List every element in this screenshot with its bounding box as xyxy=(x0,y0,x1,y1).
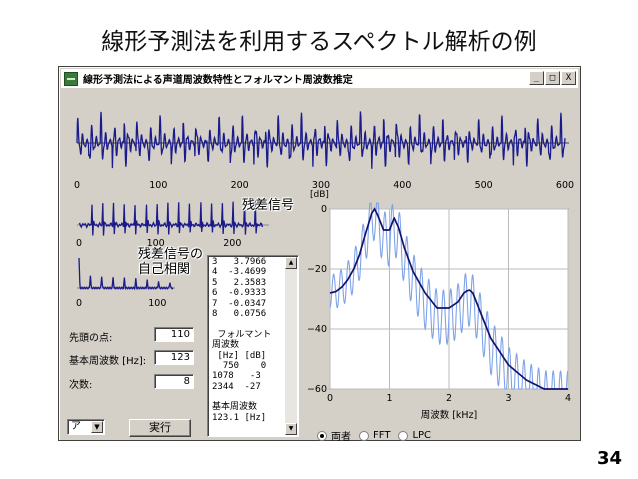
window-controls: _ □ X xyxy=(529,71,576,85)
x-tick-label: 1 xyxy=(386,393,392,404)
scroll-up-icon[interactable]: ▲ xyxy=(285,257,297,269)
list-line xyxy=(212,392,286,402)
lpc-series xyxy=(329,207,568,390)
autocorr-tick-label: 100 xyxy=(148,298,166,309)
spectrum-ticks: 0 1 2 3 4 0 −20 −40 −60 xyxy=(307,204,571,404)
radio-button-icon[interactable] xyxy=(359,430,369,441)
list-line: 6 -0.9333 xyxy=(212,288,267,299)
x-tick-label: 2 xyxy=(446,393,452,404)
list-line: 5 2.3583 xyxy=(212,277,267,288)
order-field[interactable]: 8 xyxy=(154,374,194,389)
radio-label: FFT xyxy=(373,430,391,441)
y-tick-label: 0 xyxy=(321,204,327,215)
app-window: 線形予測法による声道周波数特性とフォルマント周波数推定 _ □ X 0 100 20… xyxy=(58,66,581,443)
start-point-field[interactable]: 110 xyxy=(154,327,194,342)
list-line: フォルマント xyxy=(212,329,272,340)
y-tick-label: −60 xyxy=(307,384,327,395)
waveform-tick-label: 0 xyxy=(74,180,80,191)
list-line: 750 0 xyxy=(212,360,267,371)
y-tick-label: −20 xyxy=(307,264,327,275)
residual-graph: 0 100 200 xyxy=(76,200,269,249)
spectrum-xlabel: 周波数 [kHz] xyxy=(421,409,478,421)
app-icon[interactable] xyxy=(64,71,78,86)
callout-autocorr-line: 自己相関 xyxy=(138,262,191,277)
waveform-tick-label: 400 xyxy=(393,180,411,191)
spectrum-chart: [dB] 0 1 2 3 4 0 −20 −40 −60 周波数 [kHz] xyxy=(307,190,571,421)
residual-tick-label: 0 xyxy=(76,238,82,249)
close-button[interactable]: X xyxy=(561,71,576,85)
start-point-label: 先頭の点: xyxy=(69,333,113,344)
list-line: 4 -3.4699 xyxy=(212,267,267,278)
list-line: 8 0.0756 xyxy=(212,308,267,319)
window-title: 線形予測法による声道周波数特性とフォルマント周波数推定 xyxy=(83,75,353,86)
waveform-tick-label: 200 xyxy=(231,180,249,191)
callout-autocorr-line: 残差信号の xyxy=(138,247,204,262)
f0-label: 基本周波数 [Hz]: xyxy=(69,356,147,367)
vertical-scrollbar[interactable]: ▲ ▼ xyxy=(285,257,297,435)
radio-option[interactable]: LPC xyxy=(398,428,431,443)
autocorr-line xyxy=(78,257,174,291)
waveform-tick-label: 100 xyxy=(149,180,167,191)
autocorr-ticks: 0 100 xyxy=(76,298,166,309)
waveform-ticks: 0 100 200 300 400 500 600 xyxy=(74,180,574,191)
autocorr-tick-label: 0 xyxy=(76,298,82,309)
scroll-down-icon[interactable]: ▼ xyxy=(285,423,297,435)
radio-button-icon[interactable] xyxy=(317,430,327,441)
dropdown-arrow-icon[interactable]: ▼ xyxy=(91,421,103,433)
waveform-tick-label: 500 xyxy=(475,180,493,191)
list-line: 基本周波数 xyxy=(212,402,258,413)
run-button[interactable]: 実行 xyxy=(129,419,191,437)
spectrum-grid-lines xyxy=(329,208,569,390)
f0-field[interactable]: 123 xyxy=(154,350,194,365)
callout-residual: 残差信号 xyxy=(242,198,295,213)
spectrum-ylabel: [dB] xyxy=(310,190,329,200)
radio-label: 両者 xyxy=(331,432,351,443)
y-tick-label: −40 xyxy=(307,324,327,335)
list-line: 123.1 [Hz] xyxy=(212,412,267,423)
waveform-tick-label: 600 xyxy=(556,180,574,191)
title-bar[interactable]: 線形予測法による声道周波数特性とフォルマント周波数推定 _ □ X xyxy=(61,69,578,88)
residual-tick-label: 200 xyxy=(223,238,241,249)
result-list-text: 3 3.7966 4 -3.4699 5 2.3583 6 -0.9333 7 -0.0… xyxy=(212,257,286,423)
list-line xyxy=(212,319,286,329)
fft-spectrum-line xyxy=(329,202,569,390)
display-mode-radios: 両者 FFT LPC xyxy=(317,428,431,443)
slide-title: 線形予測法を利用するスペクトル解析の例 xyxy=(101,29,537,55)
order-label: 次数: xyxy=(69,380,93,391)
radio-option[interactable]: 両者 xyxy=(317,428,351,443)
waveform-tick-label: 300 xyxy=(312,180,330,191)
callout-autocorr: 残差信号の 自己相関 xyxy=(138,247,203,277)
autocorr-graph: 0 100 xyxy=(76,257,175,309)
fft-series xyxy=(329,202,569,390)
list-line: 2344 -27 xyxy=(212,381,261,392)
list-line: 1078 -3 xyxy=(212,371,261,382)
waveform-line xyxy=(76,111,566,169)
list-line: 7 -0.0347 xyxy=(212,298,267,309)
x-tick-label: 3 xyxy=(505,393,511,404)
mode-select[interactable]: ア ▼ xyxy=(67,419,105,435)
radio-label: LPC xyxy=(412,430,432,441)
x-tick-label: 4 xyxy=(565,393,571,404)
list-line: 周波数 xyxy=(212,340,240,351)
minimize-button[interactable]: _ xyxy=(529,71,544,85)
mode-select-value: ア xyxy=(71,421,81,432)
list-line: 3 3.7966 xyxy=(212,257,267,267)
result-listbox[interactable]: 3 3.7966 4 -3.4699 5 2.3583 6 -0.9333 7 -0.0… xyxy=(207,255,299,437)
maximize-button[interactable]: □ xyxy=(545,71,560,85)
radio-option[interactable]: FFT xyxy=(359,428,390,443)
radio-button-icon[interactable] xyxy=(398,430,409,441)
residual-tick-label: 100 xyxy=(147,238,165,249)
residual-ticks: 0 100 200 xyxy=(76,238,241,249)
page-number: 34 xyxy=(596,448,622,469)
waveform-graph: 0 100 200 300 400 500 600 xyxy=(74,111,574,191)
list-line: [Hz] [dB] xyxy=(212,350,267,361)
x-tick-label: 0 xyxy=(327,393,333,404)
residual-line xyxy=(78,200,263,236)
lpc-envelope-line xyxy=(329,207,568,390)
